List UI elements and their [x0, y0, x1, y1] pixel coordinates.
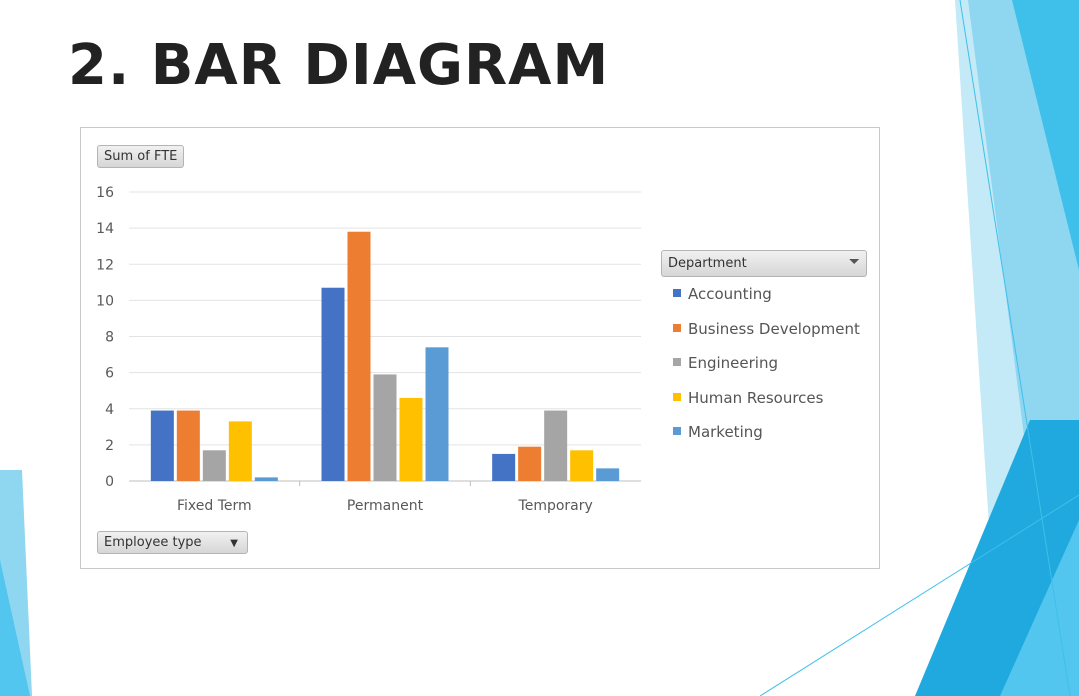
- x-axis-labels: Fixed Term Permanent Temporary: [177, 498, 593, 514]
- bar-engineering-fixed-term[interactable]: [202, 450, 226, 481]
- y-tick-label: 8: [105, 330, 114, 346]
- legend-item[interactable]: Business Development: [673, 320, 860, 338]
- legend-item[interactable]: Marketing: [673, 423, 763, 441]
- legend-swatch: [673, 358, 681, 366]
- legend-field-label: Department: [668, 256, 747, 271]
- legend-swatch: [673, 427, 681, 435]
- legend-label: Marketing: [688, 423, 763, 441]
- pivot-chart[interactable]: 0 2 4 6 8 10 12 14 16 Fixed Term Permanent Tempora…: [80, 127, 880, 569]
- y-tick-label: 14: [96, 221, 114, 237]
- right-accent-bright: [1012, 0, 1079, 270]
- bar-marketing-permanent[interactable]: [425, 347, 449, 481]
- bar-accounting-permanent[interactable]: [321, 287, 345, 481]
- bottom-accent-line: [759, 494, 1079, 696]
- x-tick-label: Fixed Term: [177, 498, 252, 514]
- legend-field-button[interactable]: Department ⏷: [661, 250, 867, 277]
- bar-marketing-temporary[interactable]: [596, 468, 620, 481]
- filter-icon[interactable]: ⏷: [848, 254, 860, 270]
- x-tick-label: Permanent: [347, 498, 424, 514]
- bar-business-development-temporary[interactable]: [518, 446, 542, 481]
- bar-business-development-fixed-term[interactable]: [176, 410, 200, 481]
- right-accent-line: [959, 0, 1071, 696]
- legend-label: Accounting: [688, 285, 772, 303]
- bar-marketing-fixed-term[interactable]: [254, 477, 278, 481]
- legend-label: Human Resources: [688, 388, 824, 407]
- row-field-label: Employee type: [104, 535, 202, 550]
- chevron-down-icon[interactable]: ▼: [230, 538, 238, 549]
- legend-label: Business Development: [688, 319, 860, 338]
- y-tick-label: 2: [105, 438, 114, 454]
- y-tick-label: 12: [96, 257, 114, 273]
- bar-human-resources-fixed-term[interactable]: [228, 421, 252, 481]
- y-tick-label: 0: [105, 474, 114, 490]
- chart-plot: 0 2 4 6 8 10 12 14 16 Fixed Term Permanent Tempora…: [96, 185, 641, 514]
- legend-swatch: [673, 392, 681, 401]
- legend-item[interactable]: Engineering: [673, 354, 778, 372]
- bar-human-resources-temporary[interactable]: [570, 450, 594, 481]
- y-tick-label: 10: [96, 293, 114, 309]
- y-tick-label: 16: [96, 185, 114, 201]
- value-field-button[interactable]: Sum of FTE: [97, 145, 185, 168]
- row-field-dropdown[interactable]: Employee type ▼: [97, 531, 248, 554]
- y-tick-label: 6: [105, 366, 114, 382]
- bar-engineering-permanent[interactable]: [373, 374, 397, 481]
- bar-accounting-fixed-term[interactable]: [150, 410, 174, 481]
- legend-item[interactable]: Human Resources: [673, 389, 823, 407]
- bar-accounting-temporary[interactable]: [492, 453, 516, 481]
- bar-human-resources-permanent[interactable]: [399, 397, 423, 481]
- value-field-label: Sum of FTE: [104, 149, 178, 164]
- legend-swatch: [673, 289, 681, 297]
- y-tick-label: 4: [105, 402, 114, 418]
- y-axis-ticks: 0 2 4 6 8 10 12 14 16: [96, 185, 114, 490]
- bars: [150, 231, 620, 481]
- x-tick-label: Temporary: [518, 498, 593, 514]
- bar-engineering-temporary[interactable]: [544, 410, 568, 481]
- right-accent-mid: [1000, 520, 1079, 696]
- legend-swatch: [673, 323, 681, 332]
- legend-item[interactable]: Accounting: [673, 285, 772, 303]
- bar-business-development-permanent[interactable]: [347, 231, 371, 481]
- legend-label: Engineering: [688, 354, 778, 372]
- slide-title: 2. BAR DIAGRAM: [68, 33, 610, 98]
- left-accent-dark: [0, 560, 30, 696]
